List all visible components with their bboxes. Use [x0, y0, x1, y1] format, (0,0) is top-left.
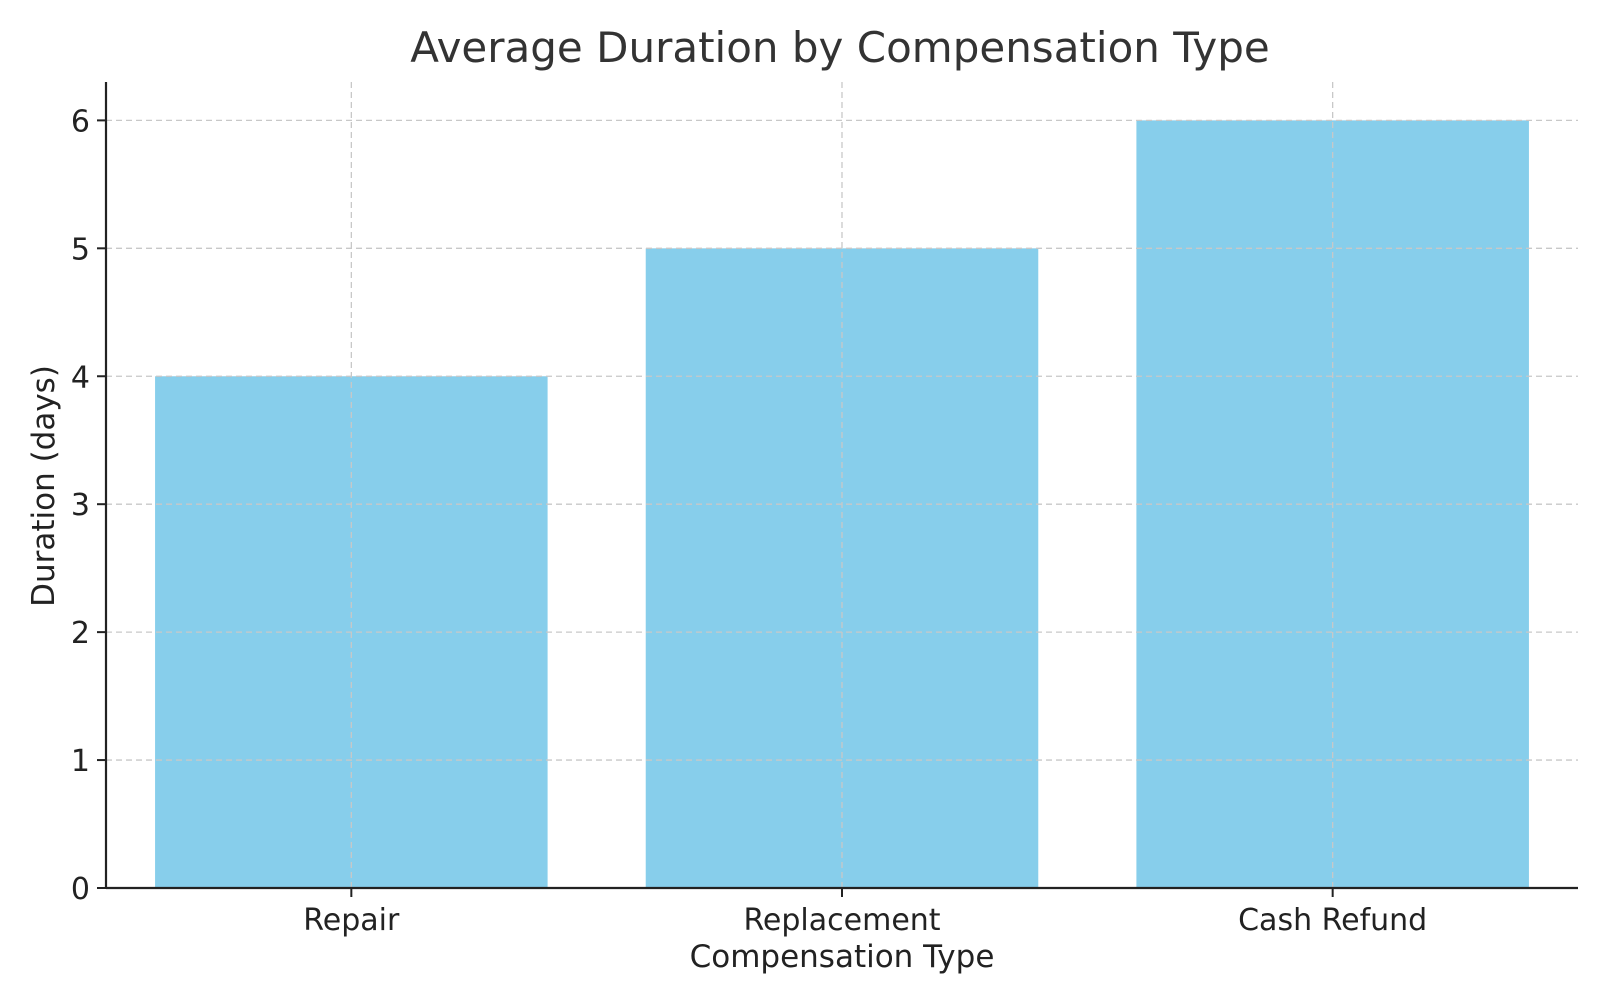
y-tick-label: 1: [71, 744, 90, 779]
y-axis-label: Duration (days): [26, 365, 62, 607]
y-ticks: 0 1 2 3 4 5 6: [71, 104, 106, 907]
grid: [106, 82, 1578, 888]
x-tick-label: Replacement: [743, 903, 940, 938]
y-tick-label: 4: [71, 360, 90, 395]
y-tick-label: 3: [71, 488, 90, 523]
x-tick-label: Repair: [303, 903, 400, 938]
y-tick-label: 5: [71, 232, 90, 267]
x-ticks: Repair Replacement Cash Refund: [303, 888, 1427, 938]
x-tick-label: Cash Refund: [1238, 903, 1427, 938]
y-tick-label: 6: [71, 104, 90, 139]
y-tick-label: 2: [71, 616, 90, 651]
x-axis-label: Compensation Type: [690, 939, 995, 975]
y-tick-label: 0: [71, 872, 90, 907]
chart-title: Average Duration by Compensation Type: [410, 23, 1269, 72]
